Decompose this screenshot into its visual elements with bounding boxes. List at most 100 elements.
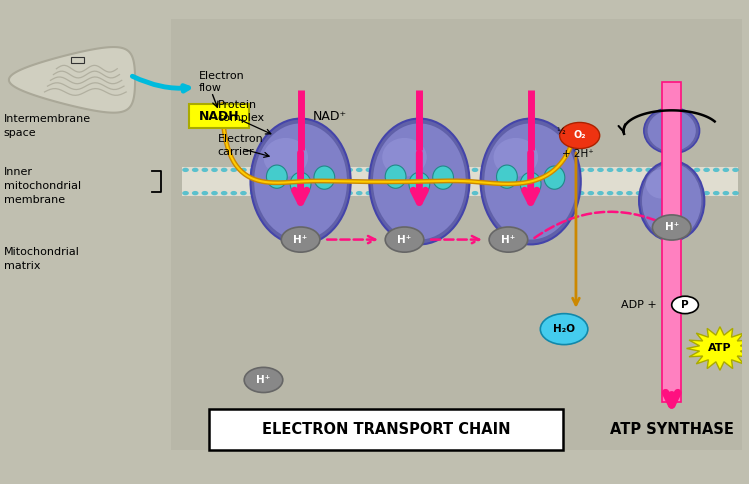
Circle shape bbox=[433, 191, 440, 195]
Text: + 2H⁺: + 2H⁺ bbox=[562, 149, 593, 159]
Circle shape bbox=[549, 191, 556, 195]
Circle shape bbox=[607, 168, 613, 172]
Circle shape bbox=[385, 227, 424, 252]
Ellipse shape bbox=[646, 169, 676, 198]
Circle shape bbox=[404, 191, 410, 195]
Circle shape bbox=[282, 227, 320, 252]
Circle shape bbox=[655, 168, 661, 172]
Circle shape bbox=[597, 191, 604, 195]
Circle shape bbox=[346, 168, 353, 172]
Ellipse shape bbox=[409, 172, 430, 196]
Circle shape bbox=[375, 168, 382, 172]
Circle shape bbox=[327, 191, 333, 195]
Circle shape bbox=[646, 168, 652, 172]
Circle shape bbox=[259, 168, 266, 172]
Text: NADH: NADH bbox=[198, 110, 239, 122]
Circle shape bbox=[664, 191, 671, 195]
Circle shape bbox=[192, 168, 198, 172]
Circle shape bbox=[482, 191, 488, 195]
Circle shape bbox=[249, 168, 256, 172]
Circle shape bbox=[192, 191, 198, 195]
Circle shape bbox=[269, 191, 276, 195]
Circle shape bbox=[664, 168, 671, 172]
Circle shape bbox=[240, 168, 246, 172]
Circle shape bbox=[462, 191, 469, 195]
Ellipse shape bbox=[644, 107, 700, 154]
Circle shape bbox=[652, 215, 691, 240]
Circle shape bbox=[221, 191, 228, 195]
Ellipse shape bbox=[267, 165, 287, 188]
Text: H₂O: H₂O bbox=[553, 324, 575, 334]
Ellipse shape bbox=[433, 166, 453, 189]
Ellipse shape bbox=[290, 172, 311, 196]
Circle shape bbox=[201, 191, 208, 195]
Circle shape bbox=[443, 191, 449, 195]
Circle shape bbox=[703, 191, 710, 195]
Text: ½: ½ bbox=[556, 127, 565, 136]
Circle shape bbox=[500, 191, 507, 195]
Circle shape bbox=[626, 191, 633, 195]
FancyBboxPatch shape bbox=[208, 409, 563, 450]
Text: H⁺: H⁺ bbox=[398, 235, 412, 244]
Circle shape bbox=[587, 168, 594, 172]
Circle shape bbox=[231, 191, 237, 195]
Circle shape bbox=[733, 191, 739, 195]
Circle shape bbox=[346, 191, 353, 195]
Circle shape bbox=[646, 191, 652, 195]
Text: H⁺: H⁺ bbox=[256, 375, 270, 385]
Circle shape bbox=[404, 168, 410, 172]
Circle shape bbox=[577, 168, 584, 172]
Polygon shape bbox=[9, 47, 135, 113]
Text: Electron
carrier: Electron carrier bbox=[217, 134, 263, 157]
Circle shape bbox=[674, 168, 681, 172]
Circle shape bbox=[560, 122, 600, 149]
Circle shape bbox=[201, 168, 208, 172]
Ellipse shape bbox=[373, 123, 466, 240]
Circle shape bbox=[723, 168, 730, 172]
Circle shape bbox=[577, 191, 584, 195]
Circle shape bbox=[336, 191, 343, 195]
Circle shape bbox=[211, 168, 218, 172]
Ellipse shape bbox=[314, 166, 335, 189]
Circle shape bbox=[443, 168, 449, 172]
Circle shape bbox=[336, 168, 343, 172]
Circle shape bbox=[491, 168, 497, 172]
Bar bbox=[70, 57, 84, 63]
Circle shape bbox=[491, 191, 497, 195]
Circle shape bbox=[318, 191, 324, 195]
Ellipse shape bbox=[642, 164, 701, 239]
Circle shape bbox=[413, 168, 420, 172]
Circle shape bbox=[395, 168, 401, 172]
Text: Electron
flow: Electron flow bbox=[199, 72, 245, 93]
Ellipse shape bbox=[485, 123, 577, 240]
Text: ATP: ATP bbox=[708, 344, 732, 353]
Circle shape bbox=[288, 168, 295, 172]
Ellipse shape bbox=[521, 172, 541, 196]
Text: H⁺: H⁺ bbox=[501, 235, 515, 244]
Ellipse shape bbox=[497, 165, 518, 188]
Ellipse shape bbox=[494, 138, 538, 177]
Circle shape bbox=[636, 191, 643, 195]
Ellipse shape bbox=[254, 123, 347, 240]
Circle shape bbox=[672, 296, 698, 314]
Circle shape bbox=[356, 191, 363, 195]
Circle shape bbox=[308, 168, 315, 172]
Circle shape bbox=[587, 191, 594, 195]
Circle shape bbox=[694, 168, 700, 172]
Circle shape bbox=[684, 191, 691, 195]
Bar bbox=[662, 82, 682, 402]
Circle shape bbox=[616, 168, 623, 172]
Circle shape bbox=[308, 191, 315, 195]
Circle shape bbox=[211, 191, 218, 195]
Text: P: P bbox=[682, 300, 689, 310]
Circle shape bbox=[269, 168, 276, 172]
Circle shape bbox=[423, 168, 430, 172]
FancyBboxPatch shape bbox=[171, 19, 742, 450]
Circle shape bbox=[472, 191, 479, 195]
Ellipse shape bbox=[639, 161, 704, 241]
Text: Mitochondrial
matrix: Mitochondrial matrix bbox=[4, 247, 79, 271]
Circle shape bbox=[684, 168, 691, 172]
Circle shape bbox=[597, 168, 604, 172]
Text: ADP +: ADP + bbox=[622, 300, 661, 310]
Circle shape bbox=[318, 168, 324, 172]
